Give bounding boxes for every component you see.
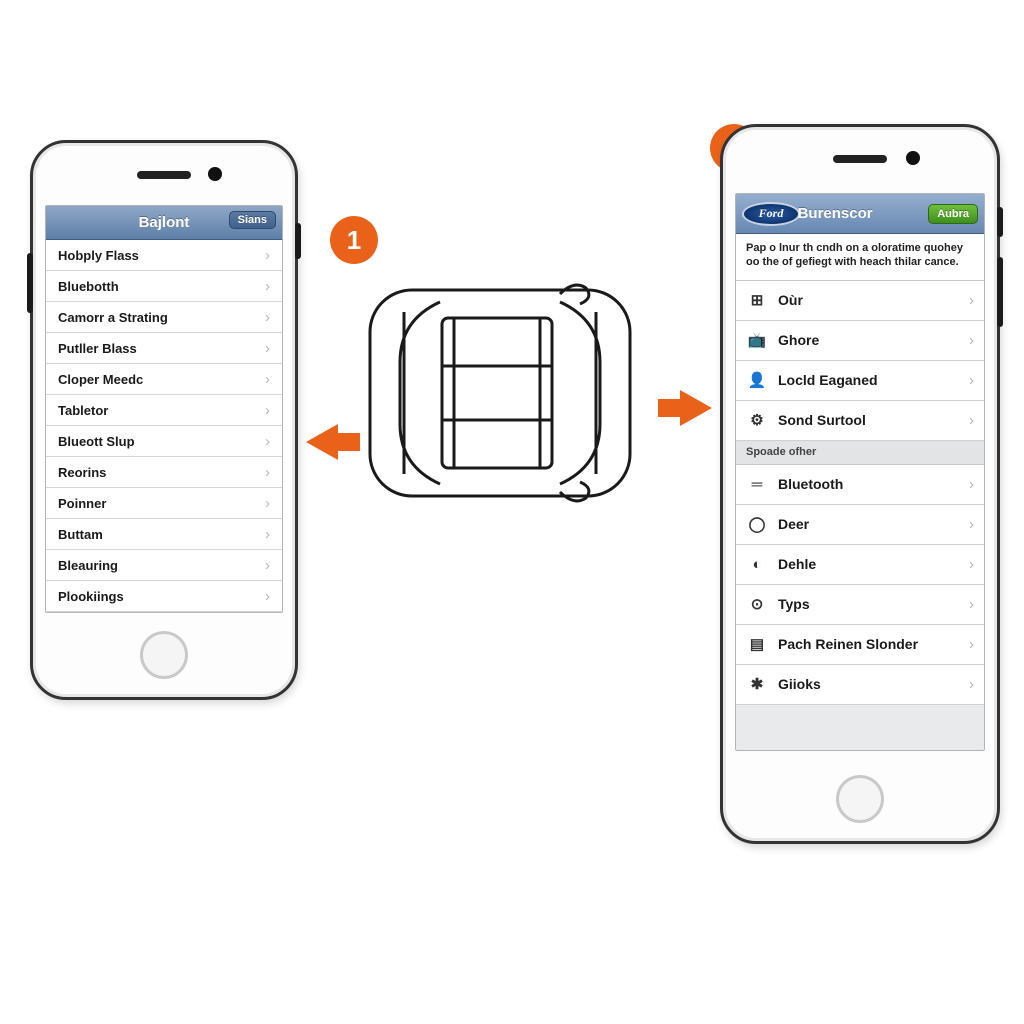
- list-item[interactable]: 👤 Locld Eaganed ›: [736, 361, 984, 401]
- front-camera: [208, 167, 222, 181]
- person-icon: 👤: [746, 371, 768, 389]
- arrow-left-icon: [306, 424, 338, 460]
- list-item[interactable]: Pumtioon Pager›: [46, 612, 282, 613]
- chevron-right-icon: ›: [265, 464, 270, 481]
- chevron-right-icon: ›: [969, 412, 974, 429]
- chevron-right-icon: ›: [265, 557, 270, 574]
- list-item[interactable]: Camorr a Strating›: [46, 302, 282, 333]
- list-item[interactable]: Reorins›: [46, 457, 282, 488]
- phone1-screen: Bajlont Sians Hobply Flass› Bluebotth› C…: [45, 205, 283, 613]
- list-item[interactable]: ⚙ Sond Surtool ›: [736, 401, 984, 441]
- list-item[interactable]: Poinner›: [46, 488, 282, 519]
- circle-icon: ◯: [746, 515, 768, 533]
- list-item[interactable]: Hobply Flass›: [46, 240, 282, 271]
- phone1-right-button[interactable]: Sians: [229, 211, 276, 229]
- phone2-action-button[interactable]: Aubra: [928, 204, 978, 224]
- list-item[interactable]: Putller Blass›: [46, 333, 282, 364]
- phone1-title: Bajlont: [139, 214, 190, 231]
- tv-icon: 📺: [746, 331, 768, 349]
- list-item[interactable]: Cloper Meedc›: [46, 364, 282, 395]
- list-item[interactable]: Buttam›: [46, 519, 282, 550]
- phone-right: Ford Burenscor Aubra Pap o lnur th cndh …: [720, 124, 1000, 844]
- list-item[interactable]: ▤ Pach Reinen Slonder ›: [736, 625, 984, 665]
- phone2-screen: Ford Burenscor Aubra Pap o lnur th cndh …: [735, 193, 985, 751]
- phone1-navbar: Bajlont Sians: [46, 206, 282, 240]
- chevron-right-icon: ›: [265, 371, 270, 388]
- chevron-right-icon: ›: [265, 433, 270, 450]
- list-icon: ▤: [746, 635, 768, 653]
- list-item[interactable]: Bluebotth›: [46, 271, 282, 302]
- chevron-right-icon: ›: [969, 596, 974, 613]
- section-header: Spoade ofher: [736, 441, 984, 465]
- volume-buttons: [27, 253, 33, 313]
- list-item[interactable]: Bleauring›: [46, 550, 282, 581]
- volume-buttons: [997, 257, 1003, 327]
- chevron-right-icon: ›: [969, 556, 974, 573]
- list-item[interactable]: ⊙ Typs ›: [736, 585, 984, 625]
- chevron-right-icon: ›: [969, 676, 974, 693]
- front-camera: [906, 151, 920, 165]
- chevron-right-icon: ›: [265, 526, 270, 543]
- phone1-settings-list: Hobply Flass› Bluebotth› Camorr a Strati…: [46, 240, 282, 613]
- chevron-right-icon: ›: [265, 588, 270, 605]
- list-item[interactable]: Plookiings›: [46, 581, 282, 612]
- power-button: [997, 207, 1003, 237]
- chevron-right-icon: ›: [265, 309, 270, 326]
- car-illustration: [364, 278, 636, 508]
- step-badge-1: 1: [330, 216, 378, 264]
- chevron-right-icon: ›: [969, 636, 974, 653]
- chevron-right-icon: ›: [265, 495, 270, 512]
- earpiece: [833, 155, 887, 163]
- grid-icon: ⊞: [746, 291, 768, 309]
- list-item[interactable]: ═ Bluetooth ›: [736, 465, 984, 505]
- phone2-description: Pap o lnur th cndh on a oloratime quohey…: [736, 234, 984, 281]
- chevron-right-icon: ›: [969, 292, 974, 309]
- list-item[interactable]: Blueott Slup›: [46, 426, 282, 457]
- target-icon: ⊙: [746, 595, 768, 613]
- list-item[interactable]: ◯ Deer ›: [736, 505, 984, 545]
- home-button[interactable]: [836, 775, 884, 823]
- power-button: [295, 223, 301, 259]
- list-item[interactable]: ◐ Dehle ›: [736, 545, 984, 585]
- chevron-right-icon: ›: [969, 372, 974, 389]
- chevron-right-icon: ›: [265, 340, 270, 357]
- list-item[interactable]: 📺 Ghore ›: [736, 321, 984, 361]
- chevron-right-icon: ›: [265, 402, 270, 419]
- bluetooth-icon: ═: [746, 476, 768, 493]
- list-item[interactable]: Tabletor›: [46, 395, 282, 426]
- earpiece: [137, 171, 191, 179]
- gear-icon: ⚙: [746, 411, 768, 429]
- phone-left: Bajlont Sians Hobply Flass› Bluebotth› C…: [30, 140, 298, 700]
- chevron-right-icon: ›: [969, 332, 974, 349]
- arrow-right-icon: [680, 390, 712, 426]
- phone2-navbar: Ford Burenscor Aubra: [736, 194, 984, 234]
- list-item[interactable]: ⊞ Oùr ›: [736, 281, 984, 321]
- phone2-title: Burenscor: [750, 205, 920, 222]
- asterisk-icon: ✱: [746, 675, 768, 693]
- chevron-right-icon: ›: [969, 516, 974, 533]
- chevron-right-icon: ›: [969, 476, 974, 493]
- chevron-right-icon: ›: [265, 247, 270, 264]
- home-button[interactable]: [140, 631, 188, 679]
- half-circle-icon: ◐: [746, 556, 768, 573]
- list-item[interactable]: ✱ Giioks ›: [736, 665, 984, 705]
- chevron-right-icon: ›: [265, 278, 270, 295]
